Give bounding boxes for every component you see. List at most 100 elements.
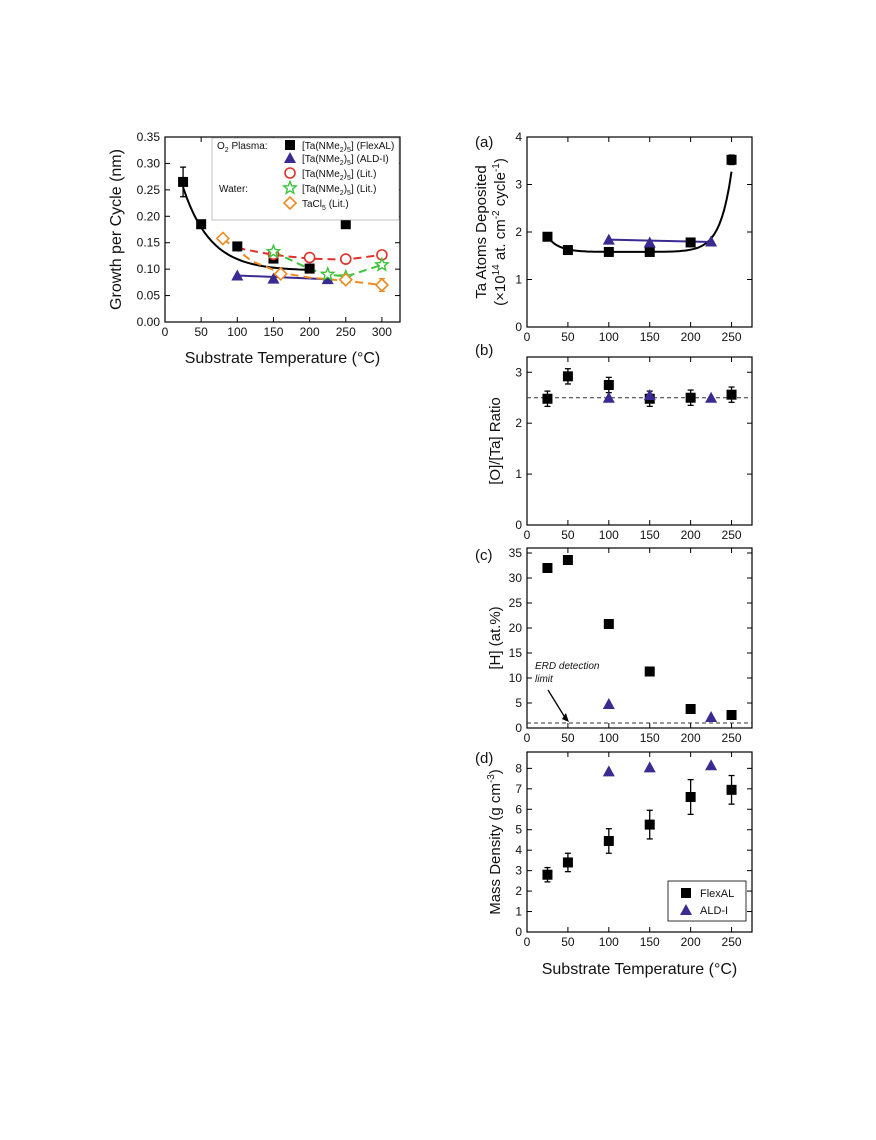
legend-entry: [Ta(NMe2)5] (FlexAL) bbox=[302, 141, 394, 154]
data-point bbox=[602, 233, 615, 245]
x-tick-label: 100 bbox=[599, 935, 619, 949]
x-tick-label: 150 bbox=[640, 528, 660, 542]
legend-text: ) bbox=[344, 154, 347, 165]
legend-marker bbox=[285, 140, 295, 150]
y-tick-label: 35 bbox=[509, 546, 523, 560]
data-point bbox=[726, 154, 737, 165]
data-point bbox=[603, 835, 614, 846]
data-point bbox=[685, 792, 696, 802]
y-tick-label: 4 bbox=[515, 130, 522, 144]
subscript: 5 bbox=[347, 175, 351, 182]
subscript: 2 bbox=[340, 190, 344, 197]
legend-entry: ALD-I bbox=[700, 905, 728, 917]
legend-text: ] (Lit.) bbox=[351, 184, 377, 195]
data-point bbox=[602, 698, 615, 709]
panel-label: (d) bbox=[475, 750, 493, 767]
y-tick-label: 3 bbox=[515, 864, 522, 878]
x-tick-label: 250 bbox=[722, 528, 742, 542]
data-point bbox=[603, 380, 614, 390]
x-tick-label: 150 bbox=[640, 731, 660, 745]
subscript: 5 bbox=[347, 190, 351, 197]
series-TaCl5 (Lit.) bbox=[215, 231, 390, 293]
y-tick-label: 0.00 bbox=[137, 315, 161, 329]
data-point bbox=[602, 391, 615, 403]
x-tick-label: 150 bbox=[263, 325, 283, 339]
panel-b: 0 50 100 150 200 250 0 1 2 3 (b) [O]/[Ta] Ratio bbox=[475, 342, 753, 542]
data-point bbox=[562, 857, 573, 868]
y-tick-label: 0 bbox=[515, 721, 522, 735]
data-point bbox=[196, 219, 207, 230]
x-axis-label: Substrate Temperature (°C) bbox=[185, 350, 381, 367]
y-tick-label: 1 bbox=[515, 467, 522, 481]
arrow-head bbox=[561, 713, 569, 722]
plot-frame bbox=[526, 356, 753, 526]
data-point bbox=[339, 253, 352, 265]
y-axis-label: [H] (at.%) bbox=[487, 606, 504, 669]
data-point bbox=[304, 263, 315, 274]
x-tick-label: 250 bbox=[722, 731, 742, 745]
subscript: 2 bbox=[225, 147, 229, 154]
series-[Ta(NMe2)5] (ALD-I) bbox=[231, 269, 334, 285]
x-tick-label: 50 bbox=[194, 325, 208, 339]
y-tick-label: 15 bbox=[509, 646, 523, 660]
y-tick-label: 10 bbox=[509, 671, 523, 685]
plot-frame bbox=[164, 136, 401, 323]
data-point bbox=[562, 371, 573, 382]
x-tick-label: 250 bbox=[336, 325, 356, 339]
data-point bbox=[231, 269, 244, 281]
plot-frame bbox=[526, 136, 753, 328]
x-tick-label: 300 bbox=[372, 325, 392, 339]
data-point bbox=[644, 246, 655, 257]
data-point bbox=[705, 391, 718, 403]
y-tick-label: 20 bbox=[509, 621, 523, 635]
legend-text: (Lit.) bbox=[326, 199, 349, 210]
panel-label: (c) bbox=[475, 547, 493, 564]
legend-text: ] (FlexAL) bbox=[351, 141, 394, 152]
y-tick-label: 2 bbox=[515, 416, 522, 430]
data-point bbox=[705, 235, 718, 247]
legend: FlexAL ALD-I bbox=[667, 880, 747, 922]
y-axis-label-line2: (×1014 at. cm-2 cycle-1) bbox=[491, 158, 509, 306]
panel-c: 0 50 100 150 200 250 0 5 10 15 20 25 30 35 (c) [H] (at.… bbox=[475, 546, 753, 745]
series-ALD-I bbox=[602, 698, 718, 722]
x-tick-label: 0 bbox=[524, 528, 531, 542]
legend-entry: FlexAL bbox=[700, 888, 734, 900]
superscript: -1 bbox=[491, 163, 502, 172]
y-tick-label: 3 bbox=[515, 365, 522, 379]
legend-box bbox=[211, 137, 400, 221]
y-tick-label: 3 bbox=[515, 178, 522, 192]
data-point bbox=[542, 231, 553, 242]
legend-entry: TaCl5 (Lit.) bbox=[302, 199, 349, 212]
y-tick-label: 1 bbox=[515, 273, 522, 287]
series-FlexAL bbox=[542, 154, 737, 257]
x-tick-label: 250 bbox=[722, 935, 742, 949]
fit-curve-tacl5 bbox=[222, 237, 383, 286]
fit-curve-lit-plasma bbox=[237, 247, 383, 261]
plot-frame bbox=[526, 751, 753, 933]
superscript: -2 bbox=[491, 210, 502, 219]
data-point bbox=[643, 236, 656, 248]
y-tick-label: 1 bbox=[515, 905, 522, 919]
data-point bbox=[705, 711, 718, 722]
data-point bbox=[542, 563, 553, 573]
y-tick-label: 2 bbox=[515, 225, 522, 239]
x-tick-label: 250 bbox=[722, 330, 742, 344]
x-tick-label: 200 bbox=[681, 935, 701, 949]
y-tick-label: 0.20 bbox=[137, 209, 161, 223]
x-tick-label: 200 bbox=[300, 325, 320, 339]
y-tick-label: 0.05 bbox=[137, 289, 161, 303]
data-point bbox=[562, 555, 573, 565]
y-tick-label: 0.15 bbox=[137, 236, 161, 250]
x-tick-label: 200 bbox=[681, 731, 701, 745]
series-FlexAL bbox=[542, 774, 737, 883]
x-axis-label: Substrate Temperature (°C) bbox=[542, 961, 738, 978]
legend-group-text: Plasma: bbox=[229, 141, 268, 152]
superscript: -3 bbox=[486, 774, 497, 783]
y-tick-label: 0.10 bbox=[137, 262, 161, 276]
data-point bbox=[726, 710, 737, 720]
data-point bbox=[542, 869, 553, 880]
fit-curve-flexal bbox=[546, 171, 733, 253]
panel-label: (a) bbox=[475, 134, 493, 151]
data-point bbox=[340, 219, 351, 230]
